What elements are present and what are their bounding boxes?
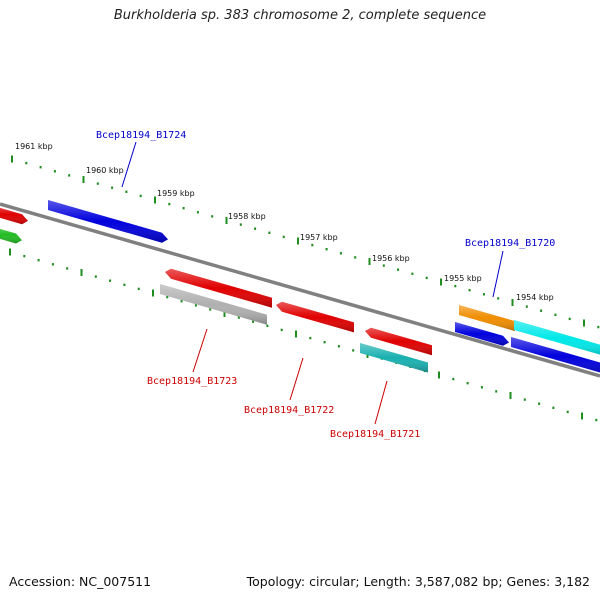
leader-b1724 bbox=[121, 141, 137, 188]
gene-arrow-shading bbox=[0, 207, 28, 225]
gene-arrow-shading bbox=[360, 343, 428, 373]
tick-label-1955: 1955 kbp bbox=[444, 274, 482, 283]
chromosome-backbone bbox=[0, 202, 600, 378]
tick-label-1956: 1956 kbp bbox=[372, 254, 410, 263]
gene-arrow-shading bbox=[48, 200, 168, 243]
gene-label-b1723[interactable]: Bcep18194_B1723 bbox=[147, 376, 237, 387]
leader-b1722 bbox=[289, 357, 304, 401]
gene-features bbox=[0, 200, 600, 373]
gene-arrow-shading bbox=[455, 322, 509, 346]
gene-label-b1722[interactable]: Bcep18194_B1722 bbox=[244, 405, 334, 416]
gene-arrow-shading bbox=[276, 301, 354, 333]
leader-b1721 bbox=[374, 380, 388, 425]
tick-label-1958: 1958 kbp bbox=[228, 212, 266, 221]
gene-arrow-shading bbox=[0, 228, 22, 244]
leader-b1720 bbox=[492, 250, 504, 298]
tick-label-1961: 1961 kbp bbox=[15, 142, 53, 151]
leader-b1723 bbox=[192, 328, 208, 373]
lower-tick-track bbox=[9, 248, 598, 422]
gene-label-b1720[interactable]: Bcep18194_B1720 bbox=[465, 238, 555, 249]
tick-label-1954: 1954 kbp bbox=[516, 293, 554, 302]
accession-text: Accession: NC_007511 bbox=[9, 574, 152, 589]
gene-label-b1721[interactable]: Bcep18194_B1721 bbox=[330, 429, 420, 440]
genome-summary-text: Topology: circular; Length: 3,587,082 bp… bbox=[246, 574, 590, 589]
gene-arrow-shading bbox=[365, 327, 432, 356]
gene-arrow-shading bbox=[160, 284, 267, 325]
tick-label-1957: 1957 kbp bbox=[300, 233, 338, 242]
upper-tick-track bbox=[11, 155, 600, 329]
page-title: Burkholderia sp. 383 chromosome 2, compl… bbox=[113, 8, 487, 23]
gene-arrow-shading bbox=[511, 337, 600, 373]
label-leader-lines bbox=[121, 141, 504, 425]
tick-label-1960: 1960 kbp bbox=[86, 166, 124, 175]
gene-arrow-shading bbox=[459, 305, 515, 332]
gene-arrow-shading bbox=[165, 268, 272, 308]
tick-label-1959: 1959 kbp bbox=[157, 189, 195, 198]
gene-label-b1724[interactable]: Bcep18194_B1724 bbox=[96, 130, 186, 141]
gene-arrow-shading bbox=[514, 320, 600, 355]
